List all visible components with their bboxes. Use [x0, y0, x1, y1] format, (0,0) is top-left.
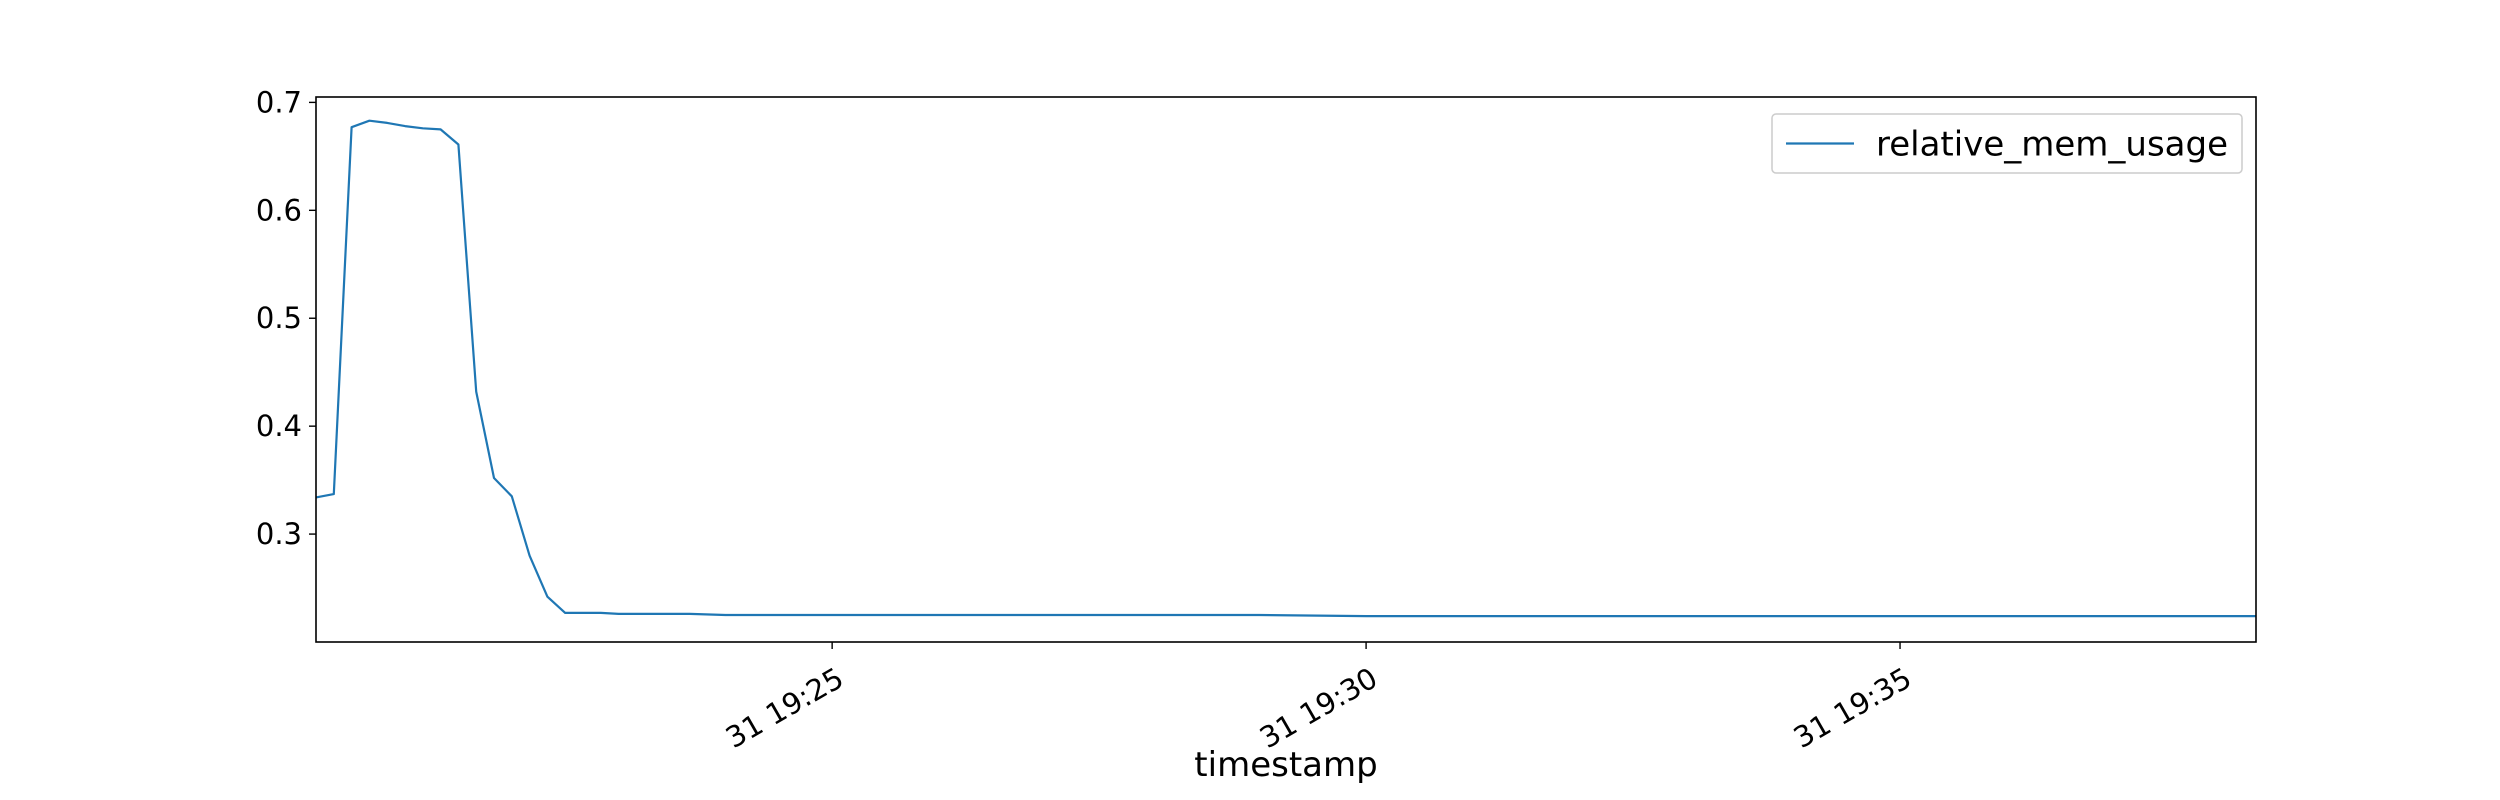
y-tick-label: 0.6 — [256, 193, 302, 227]
series-layer — [315, 119, 2256, 618]
x-axis-label: timestamp — [1194, 745, 1377, 785]
x-tick-label: 31 19:30 — [1254, 661, 1383, 755]
plot-frame — [315, 96, 2257, 643]
series-line-relative-mem-usage — [315, 119, 2256, 618]
y-tick-label: 0.5 — [256, 301, 302, 335]
legend: relative_mem_usage — [1771, 113, 2243, 174]
y-tick-label: 0.7 — [256, 85, 302, 119]
y-tick-label: 0.3 — [256, 517, 302, 551]
x-tick-label: 31 19:35 — [1788, 661, 1917, 755]
legend-label-relative-mem-usage: relative_mem_usage — [1876, 125, 2228, 165]
y-axis-ticks: 0.3 0.4 0.5 0.6 0.7 — [256, 85, 316, 551]
x-axis-ticks: 31 19:25 31 19:30 31 19:35 — [720, 642, 1917, 755]
y-tick-label: 0.4 — [256, 409, 302, 443]
legend-box — [1771, 113, 2243, 174]
x-tick-label: 31 19:25 — [720, 661, 849, 755]
